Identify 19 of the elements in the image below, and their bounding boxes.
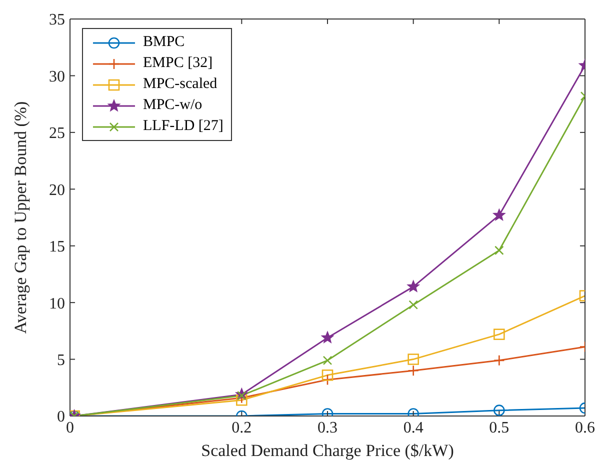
legend-label: LLF-LD [27] — [143, 118, 224, 135]
y-tick-label: 10 — [49, 295, 65, 312]
x-tick-label: 0.6 — [575, 419, 595, 436]
y-tick-label: 15 — [49, 238, 65, 256]
y-tick-label: 30 — [49, 68, 65, 86]
y-tick-label: 20 — [49, 182, 65, 199]
y-axis-title: Average Gap to Upper Bound (%) — [10, 101, 30, 334]
y-tick-label: 5 — [57, 352, 65, 369]
x-tick-label: 0.5 — [489, 419, 510, 436]
legend-label: BMPC — [143, 34, 185, 51]
x-tick-label: 0.3 — [318, 419, 338, 436]
x-tick-label: 0.4 — [403, 419, 424, 436]
legend-label: MPC-scaled — [143, 76, 218, 93]
y-tick-label: 25 — [49, 125, 65, 142]
y-tick-label: 35 — [49, 12, 65, 29]
x-tick-label: 0.2 — [232, 419, 252, 436]
legend-label: EMPC [32] — [143, 55, 213, 72]
x-axis-title: Scaled Demand Charge Price ($/kW) — [201, 441, 454, 460]
legend-label: MPC-w/o — [143, 97, 202, 114]
